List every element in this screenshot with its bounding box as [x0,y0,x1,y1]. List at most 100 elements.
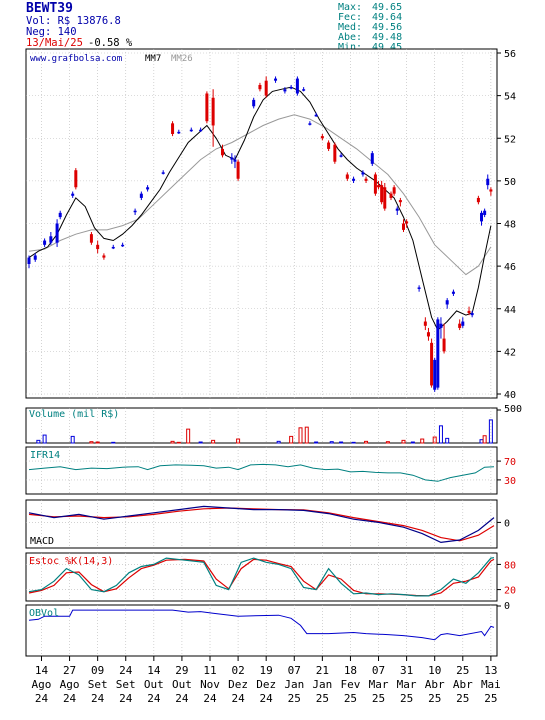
x-tick-day: 27 [63,664,76,677]
price-tick-label: 46 [504,262,516,273]
volume-bar [211,439,216,444]
candle-body [470,313,474,316]
price-stats: Max: 49.65 Fec: 49.64 Med: 49.56 Abe: 49.48 Min:… [338,2,402,53]
candle-body [289,87,293,89]
x-tick-year: 24 [35,692,49,705]
x-tick-year: 25 [372,692,385,705]
candle-body [405,221,409,224]
volume-label: Volume (mil R$) [29,409,119,420]
candle-body [451,291,455,294]
stochastic-panel: 20 80 Estoc %K(14,3) [25,552,516,602]
stat-value: 49.56 [372,22,402,33]
volume-bar [95,441,100,444]
x-tick-year: 24 [203,692,217,705]
candle-body [423,321,427,326]
volume-tick-label: 500 [504,404,522,415]
price-tick-label: 40 [504,390,516,401]
macd-frame [25,499,498,549]
volume-bar [276,440,281,444]
candle-body [445,300,449,305]
candle-body [377,185,381,188]
candle-body [177,131,181,134]
candle-body [401,223,405,230]
ifr-label: IFR14 [30,450,60,461]
candle-body [33,255,37,260]
candle-body [58,212,62,218]
volume-bar [410,441,415,444]
stat-value: 49.45 [372,42,402,53]
candle-body [417,287,421,289]
volume-bar [445,437,450,444]
x-tick-day: 24 [119,664,133,677]
x-tick-day: 11 [203,664,216,677]
candle-body [274,78,278,81]
volume-bar [36,439,41,444]
candle-body [370,153,374,164]
candle-body [352,178,356,181]
obv-panel: 0 OBVol [25,601,510,657]
candle-body [364,178,368,181]
legend-mm7: MM7 [145,54,161,64]
legend-mm26: MM26 [171,54,193,64]
source-label: www.grafbolsa.com [30,54,122,64]
candle-body [398,200,402,203]
volume-bar [438,425,443,444]
volume-bar [170,440,175,444]
candle-body [486,178,490,186]
candle-body [467,310,471,314]
candle-body [458,323,462,328]
candle-body [333,144,337,162]
candle-body [383,187,387,209]
volume-bar [339,441,344,444]
volume-bar [176,441,181,444]
volume-bar [432,436,437,444]
x-tick-month: Fev [341,678,361,691]
ifr-line [28,463,495,482]
price-tick-label: 44 [504,305,516,316]
x-tick-day: 02 [231,664,244,677]
x-tick-year: 25 [456,692,469,705]
candle-body [480,212,484,222]
x-tick-month: Dez [256,678,276,691]
candle-body [133,210,137,213]
stoch-k-line [28,557,495,597]
x-tick-year: 25 [288,692,301,705]
x-tick-month: Jan [312,678,332,691]
obv-tick-label: 0 [504,601,510,612]
candle-body [283,89,287,92]
candle-body [74,170,78,188]
x-tick-day: 31 [400,664,413,677]
candle-body [171,123,175,134]
candle-body [146,187,150,190]
candle-body [295,78,299,94]
stoch-tick-label: 20 [504,586,516,597]
candle-body [55,223,59,243]
price-tick-label: 52 [504,134,516,145]
candle-body [71,193,75,196]
candle-body [264,80,268,96]
ifr-tick-label: 30 [504,476,516,487]
candle-body [395,208,399,211]
x-tick-day: 07 [372,664,385,677]
candle-body [139,193,143,198]
macd-line [28,505,495,544]
x-tick-day: 10 [428,664,441,677]
volume-frame [25,407,498,444]
candle-body [252,99,256,107]
candle-body [483,210,487,215]
x-tick-month: Ago [32,678,52,691]
stat-label: Med: [338,22,362,33]
candle-body [258,84,262,90]
price-tick-label: 54 [504,92,516,103]
obv-frame [25,604,498,657]
ticker-title: BEWT39 [26,1,73,16]
x-tick-day: 07 [288,664,301,677]
change-readout: -0.58 % [88,37,133,49]
candle-body [236,161,240,179]
candle-body [211,97,215,126]
stat-label: Max: [338,2,362,13]
stoch-tick-label: 80 [504,560,516,571]
macd-panel: 0 MACD [25,499,510,549]
trades-readout: Neg: 140 [26,26,77,38]
candle-body [442,338,446,352]
